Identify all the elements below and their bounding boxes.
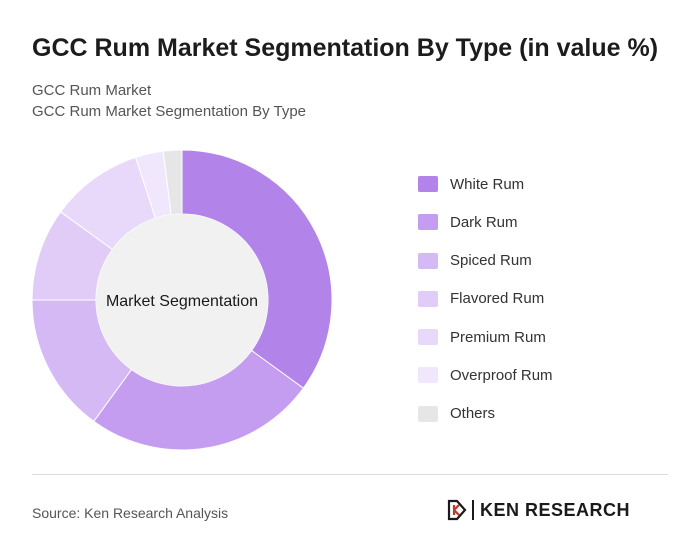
ken-research-logo-icon [447, 499, 467, 521]
legend-swatch [418, 214, 438, 231]
ken-research-logo: KEN RESEARCH [447, 499, 630, 521]
chart-title: GCC Rum Market Segmentation By Type (in … [32, 34, 659, 62]
legend-swatch [418, 329, 438, 346]
legend-label: Others [450, 405, 496, 423]
legend-swatch [418, 367, 438, 384]
legend-label: White Rum [450, 175, 525, 193]
legend-item-overproof-rum: Overproof Rum [418, 365, 553, 385]
legend-label: Overproof Rum [450, 366, 553, 384]
logo-separator [472, 500, 474, 520]
legend-item-flavored-rum: Flavored Rum [418, 289, 553, 309]
chart-subtitle-market: GCC Rum Market [32, 82, 152, 99]
legend-item-premium-rum: Premium Rum [418, 327, 553, 347]
chart-legend: White Rum Dark Rum Spiced Rum Flavored Rum P… [418, 174, 553, 442]
legend-label: Dark Rum [450, 213, 518, 231]
legend-item-spiced-rum: Spiced Rum [418, 251, 553, 271]
legend-item-white-rum: White Rum [418, 174, 553, 194]
chart-subtitle-segmentation: GCC Rum Market Segmentation By Type [32, 103, 306, 120]
legend-swatch [418, 252, 438, 269]
legend-item-others: Others [418, 404, 553, 424]
legend-label: Flavored Rum [450, 290, 545, 308]
legend-label: Spiced Rum [450, 252, 532, 270]
legend-swatch [418, 176, 438, 192]
footer-divider [32, 474, 668, 475]
legend-label: Premium Rum [450, 328, 546, 346]
legend-swatch [418, 290, 438, 307]
legend-item-dark-rum: Dark Rum [418, 212, 553, 232]
legend-swatch [418, 405, 438, 422]
donut-chart: Market Segmentation [31, 149, 333, 451]
donut-center [96, 214, 268, 386]
logo-text: KEN RESEARCH [480, 499, 631, 520]
source-note: Source: Ken Research Analysis [32, 505, 229, 521]
donut-center-label: Market Segmentation [106, 293, 258, 310]
